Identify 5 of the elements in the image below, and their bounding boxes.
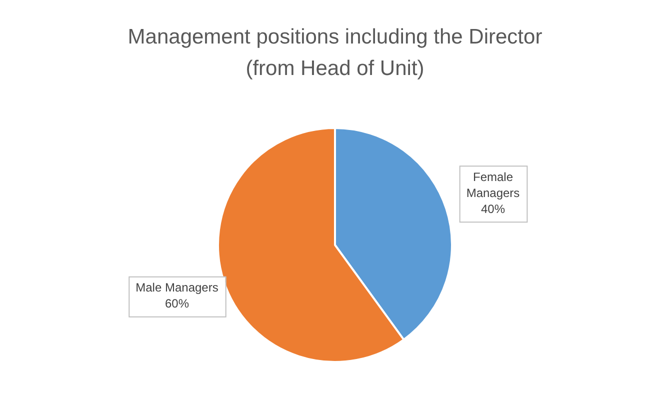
data-label: 40% xyxy=(480,202,506,216)
chart-title: Management positions including the Director (from Head of Unit) xyxy=(128,26,542,80)
data-label: 60% xyxy=(164,296,190,311)
slice-label: Male Managers xyxy=(136,280,218,295)
slice-label: Female Managers xyxy=(466,170,520,200)
